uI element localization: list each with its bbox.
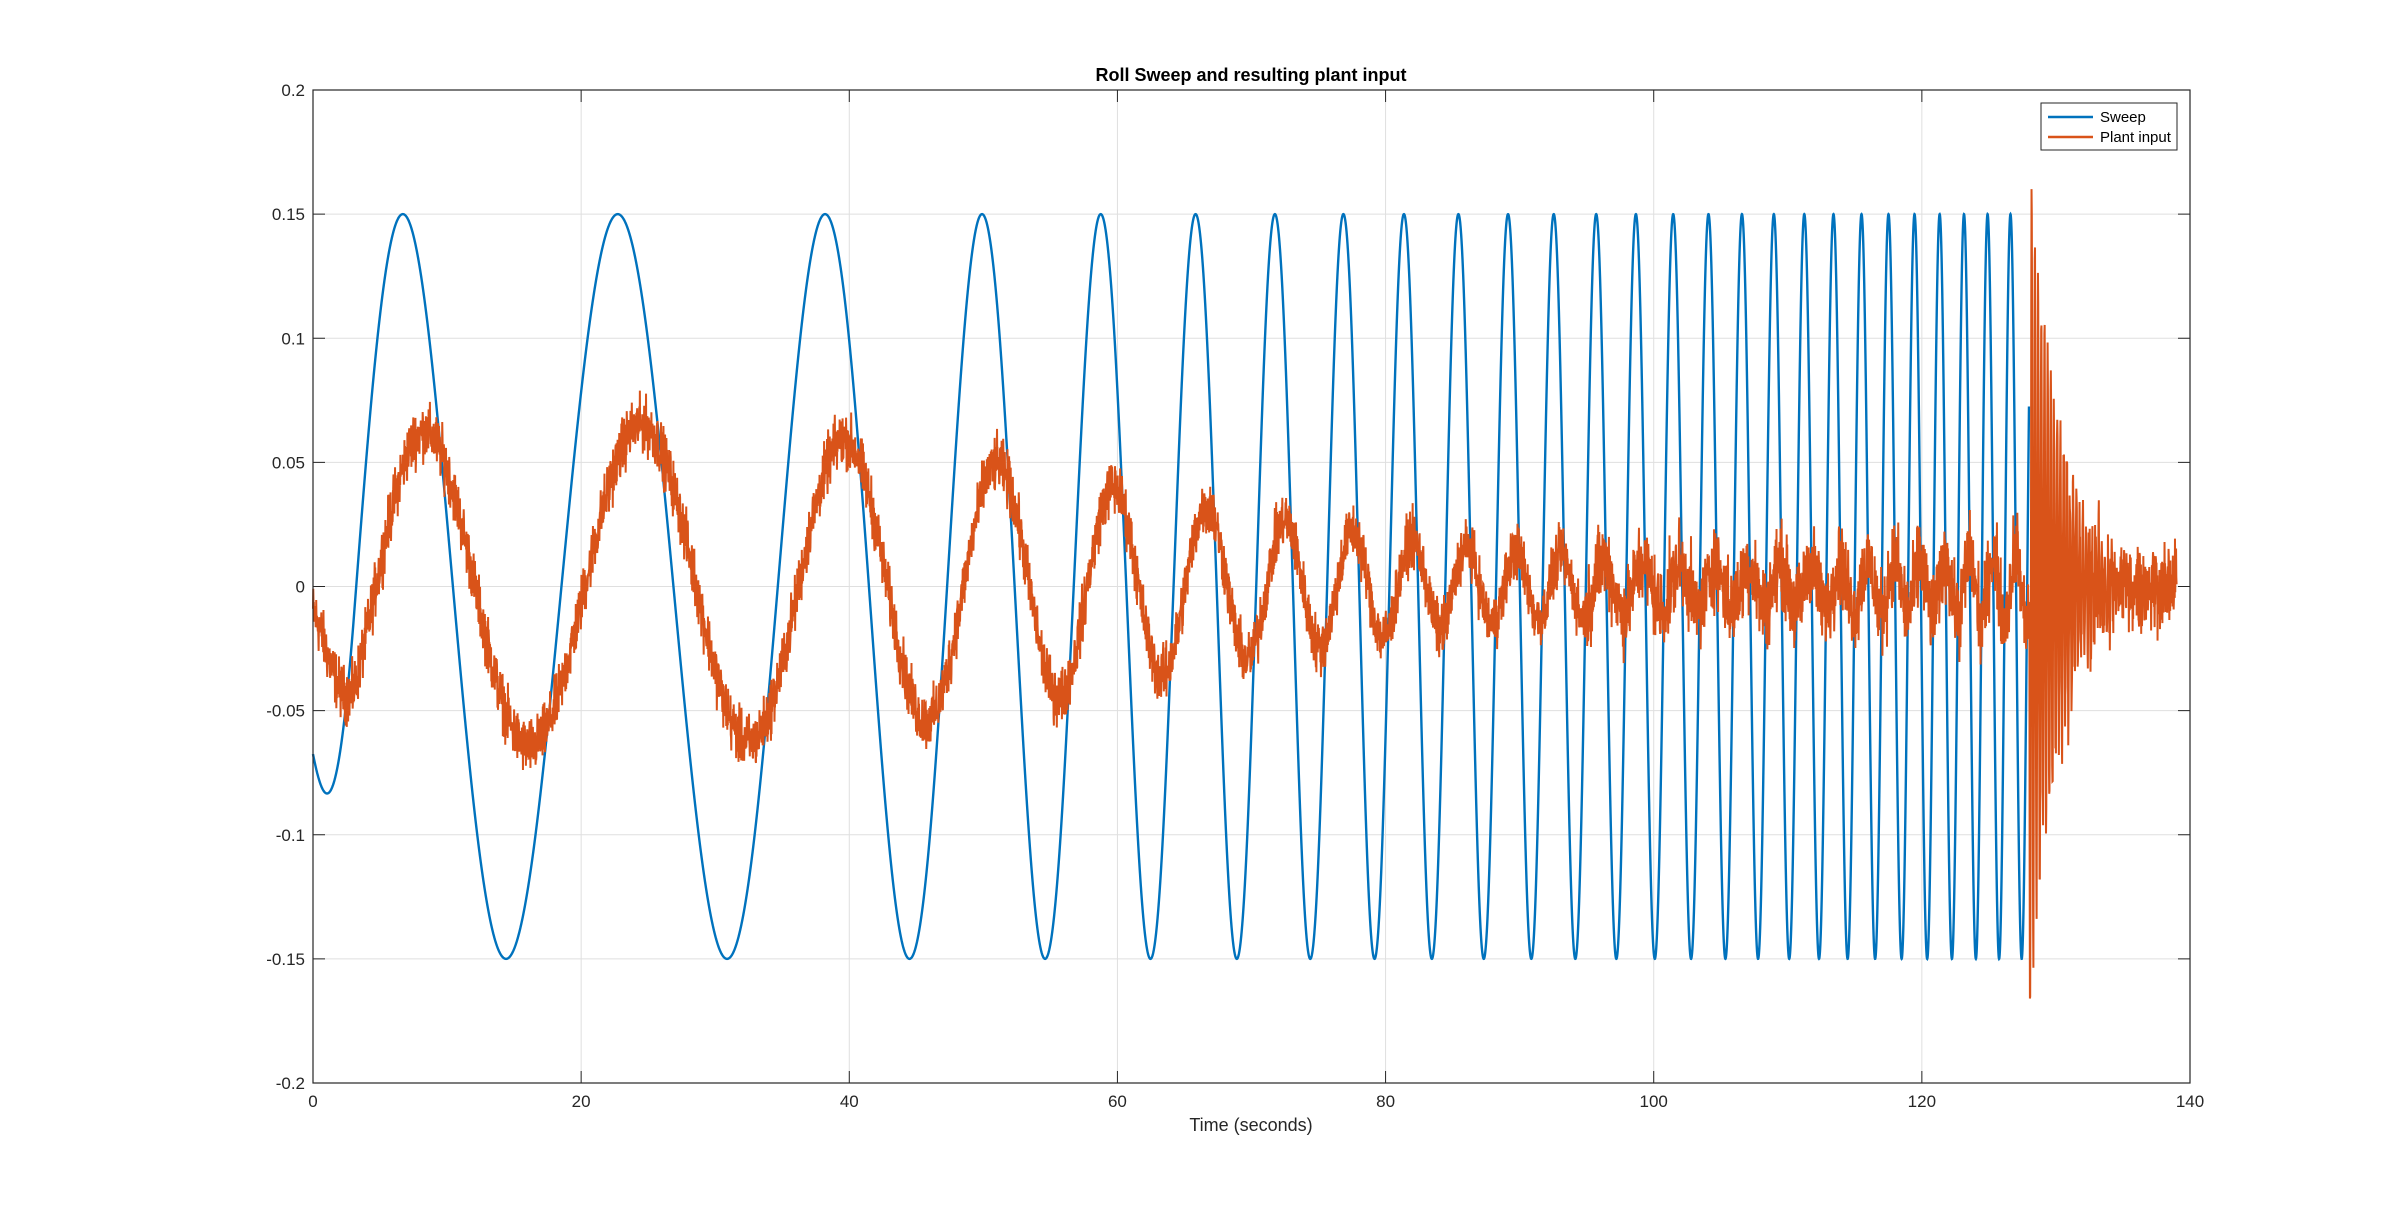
x-tick-label: 40 [840,1092,859,1111]
x-tick-label: 80 [1376,1092,1395,1111]
axis-ticks: 0 20 40 60 80 100 120 140 -0.2 -0.15 -0.1 -0.05 0 0.0… [266,81,2204,1111]
x-tick-label: 0 [308,1092,317,1111]
legend-label-plant-input: Plant input [2100,129,2172,146]
x-axis-label: Time (seconds) [1189,1115,1312,1135]
series-layer [311,189,2178,999]
series-plant-input-line [312,189,2178,999]
legend-box [2040,102,2178,151]
legend: Sweep Plant input [2040,102,2178,151]
y-tick-label: 0.15 [272,205,305,224]
y-tick-label: 0.05 [272,453,305,472]
chart-title: Roll Sweep and resulting plant input [1095,65,1406,85]
y-tick-label: -0.05 [266,702,305,721]
y-tick-label: -0.15 [266,950,305,969]
x-tick-label: 140 [2176,1092,2204,1111]
x-tick-label: 60 [1108,1092,1127,1111]
y-tick-label: 0.2 [281,81,305,100]
y-tick-label: -0.1 [276,826,305,845]
x-tick-label: 100 [1640,1092,1668,1111]
y-tick-label: -0.2 [276,1074,305,1093]
y-tick-label: 0.1 [281,329,305,348]
y-tick-label: 0 [296,578,305,597]
x-tick-label: 20 [572,1092,591,1111]
x-tick-label: 120 [1908,1092,1936,1111]
legend-label-sweep: Sweep [2100,109,2146,126]
